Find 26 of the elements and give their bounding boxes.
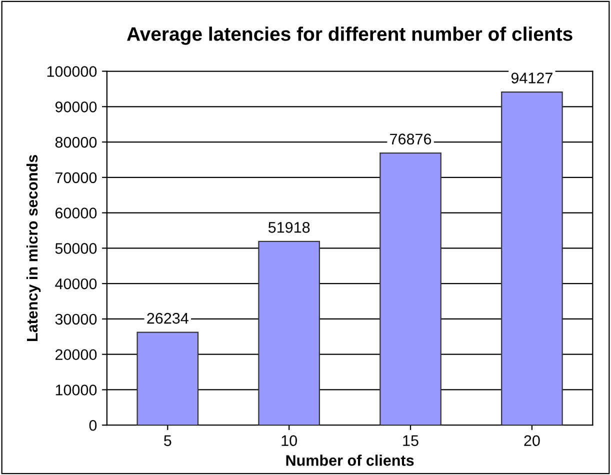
- y-tick-label: 100000: [47, 66, 97, 77]
- bar: [501, 91, 563, 426]
- y-tick-label: 30000: [55, 314, 97, 325]
- y-tick-label: 20000: [55, 349, 97, 360]
- y-axis-title: Latency in micro seconds: [26, 154, 41, 341]
- x-tick-label: 20: [524, 435, 540, 446]
- x-tick-label: 15: [403, 435, 418, 446]
- y-tick-label: 40000: [55, 278, 97, 290]
- data-label: 94127: [511, 72, 552, 84]
- y-tick-label: 90000: [55, 102, 97, 112]
- y-tick-label: 50000: [55, 243, 97, 254]
- bar: [380, 152, 442, 426]
- data-label: 76876: [390, 134, 432, 145]
- y-tick-label: 0: [89, 420, 97, 431]
- bar: [258, 240, 320, 426]
- data-label: 51918: [268, 222, 310, 233]
- y-tick-label: 70000: [56, 172, 97, 184]
- y-tick-label: 60000: [56, 208, 97, 218]
- x-axis-title: Number of clients: [286, 454, 414, 466]
- chart-title: Average latencies for different number of clients: [126, 26, 572, 45]
- y-tick-label: 10000: [56, 384, 97, 396]
- x-tick-label: 10: [282, 435, 297, 446]
- x-tick-label: 5: [164, 435, 172, 446]
- y-tick-label: 80000: [55, 136, 97, 148]
- data-label: 26234: [147, 312, 188, 324]
- bar: [136, 332, 199, 426]
